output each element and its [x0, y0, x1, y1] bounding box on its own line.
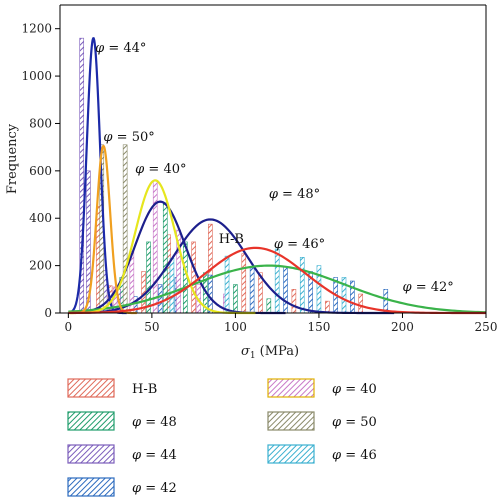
annotations: H-B φ = 48° φ = 44° φ = 42° φ = 40° φ = 50° φ … [95, 41, 454, 295]
y-tick-label: 0 [44, 306, 52, 320]
x-tick-label: 250 [475, 320, 498, 334]
y-tick-label: 400 [29, 211, 52, 225]
curve-label: φ = 44° [95, 41, 146, 56]
x-tick-label: 100 [224, 320, 247, 334]
histogram-bar [169, 258, 175, 314]
histogram-bar [299, 257, 305, 314]
legend-label: φ = 44 [132, 448, 177, 463]
histogram-bar [249, 267, 255, 314]
histogram-bar [191, 241, 196, 314]
legend-label: φ = 50 [332, 415, 377, 430]
curve-label: φ = 42° [402, 280, 453, 295]
ticks: 0 50 100 150 200 250 0 200 400 600 800 1000 1200 [21, 22, 497, 334]
x-axis-unit: (MPa) [256, 344, 300, 359]
axes [59, 4, 487, 314]
histogram-bar [122, 144, 128, 314]
legend-swatch [267, 411, 315, 431]
y-tick-label: 1000 [21, 69, 52, 83]
histogram-bar [233, 284, 238, 314]
histogram-bar [283, 266, 288, 314]
y-tick-label: 600 [29, 164, 52, 178]
curve-label: φ = 46° [274, 237, 325, 252]
histogram-bar [324, 300, 330, 314]
histogram-bar [146, 241, 151, 314]
legend-label: φ = 46 [332, 448, 377, 463]
histogram-bar [383, 289, 389, 314]
legend-swatch [67, 444, 115, 464]
legend-label: φ = 40 [332, 382, 377, 397]
histogram-bar [224, 255, 230, 314]
legend-label: φ = 48 [132, 415, 177, 430]
y-axis-title: Frequency [5, 123, 20, 194]
y-tick-label: 200 [29, 259, 52, 273]
legend-label: H-B [132, 382, 157, 397]
x-axis-symbol: σ [241, 344, 251, 359]
x-tick-label: 200 [391, 320, 414, 334]
x-tick-label: 0 [65, 320, 73, 334]
histogram-bar [274, 248, 280, 314]
histogram-bar [162, 202, 168, 314]
series-curve [68, 264, 487, 314]
y-tick-label: 1200 [21, 22, 52, 36]
histogram-bar [152, 180, 158, 314]
curve-label: φ = 50° [103, 130, 154, 145]
legend-swatch [267, 378, 315, 398]
x-tick-label: 150 [307, 320, 330, 334]
histogram-bar [157, 284, 163, 314]
x-axis-subscript: 1 [250, 351, 256, 361]
histogram-bar [241, 253, 247, 314]
plot-area [68, 37, 487, 315]
x-tick-label: 50 [144, 320, 159, 334]
curve-label: φ = 48° [269, 187, 320, 202]
y-tick-label: 800 [29, 116, 52, 130]
histogram-bar [291, 289, 297, 314]
legend-swatch [267, 444, 315, 464]
histogram-bar [208, 274, 213, 314]
legend-label: φ = 42 [132, 481, 177, 496]
legend-swatch [67, 477, 115, 497]
legend-swatch [67, 411, 115, 431]
x-axis-title: σ1 (MPa) [241, 344, 299, 361]
histogram-bar [266, 298, 272, 314]
histogram-bar [358, 293, 364, 314]
curve-label: φ = 40° [135, 162, 186, 177]
legend-swatch [67, 378, 115, 398]
curve-label: H-B [219, 232, 244, 247]
legend: H-B φ = 48 φ = 44 φ = 42 φ = 40 φ = 50 φ = 46 [67, 378, 377, 497]
histogram-bar [316, 265, 322, 314]
